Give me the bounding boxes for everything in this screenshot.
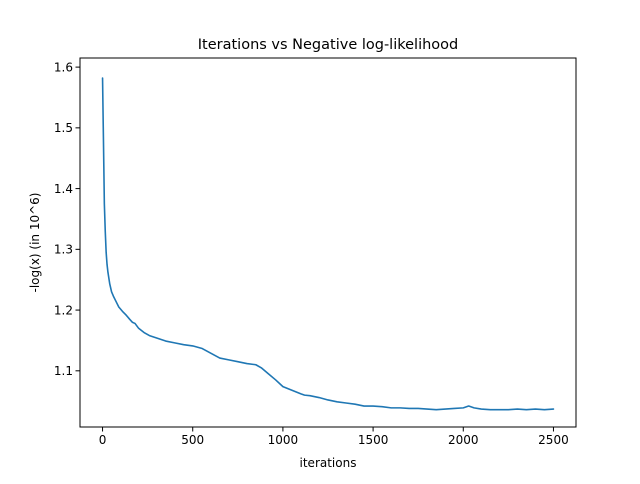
x-tick-label: 2500 xyxy=(538,433,569,447)
y-tick-label: 1.6 xyxy=(54,60,73,74)
y-tick-label: 1.3 xyxy=(54,243,73,257)
y-tick-label: 1.2 xyxy=(54,303,73,317)
y-tick-label: 1.5 xyxy=(54,121,73,135)
x-tick-label: 0 xyxy=(99,433,107,447)
plot-frame xyxy=(79,57,577,428)
y-tick-label: 1.1 xyxy=(54,364,73,378)
x-tick-label: 1000 xyxy=(268,433,299,447)
x-tick-label: 1500 xyxy=(358,433,389,447)
y-tick-label: 1.4 xyxy=(54,182,73,196)
chart-title: Iterations vs Negative log-likelihood xyxy=(198,37,458,53)
x-axis-ticks: 0 500 1000 1500 2000 2500 xyxy=(99,427,569,447)
series-line xyxy=(101,77,555,411)
x-axis-label: iterations xyxy=(300,456,357,470)
x-tick-label: 500 xyxy=(181,433,204,447)
y-axis-ticks: 1.1 1.2 1.3 1.4 1.5 1.6 xyxy=(54,60,80,378)
x-tick-label: 2000 xyxy=(448,433,479,447)
y-axis-label: -log(x) (in 10^6) xyxy=(28,193,42,293)
